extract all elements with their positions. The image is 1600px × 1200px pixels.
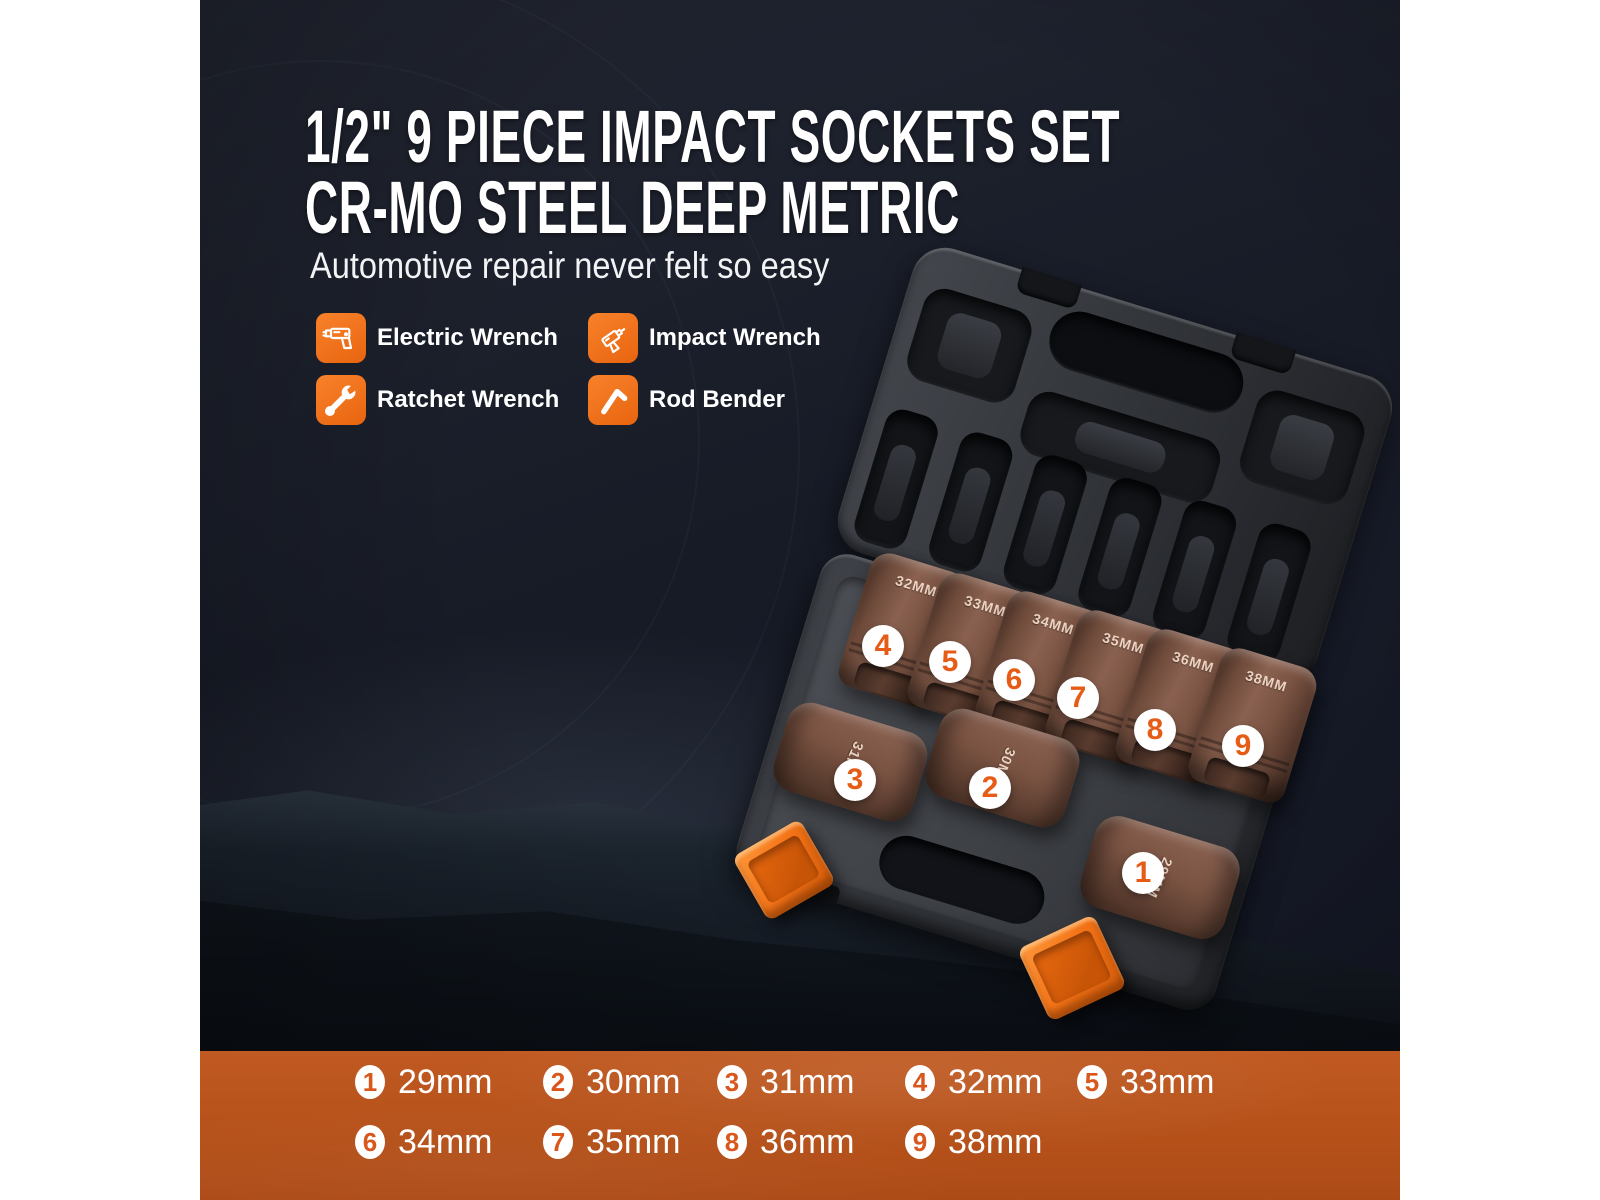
lid-socket-slot <box>924 428 1017 576</box>
size-number-badge: 1 <box>355 1065 385 1099</box>
socket-number-badge: 1 <box>1122 852 1164 894</box>
socket-number-badge: 3 <box>834 759 876 801</box>
lid-socket-slot <box>850 405 943 554</box>
feature-impact-wrench: Impact Wrench <box>588 313 821 363</box>
size-text: 33mm <box>1120 1063 1215 1101</box>
rod-bender-icon <box>588 375 638 425</box>
socket-number-badge: 5 <box>929 641 971 683</box>
size-text: 35mm <box>586 1123 681 1161</box>
feature-label: Rod Bender <box>649 386 786 413</box>
size-item: 7 35mm <box>543 1122 680 1162</box>
size-text: 31mm <box>760 1063 855 1101</box>
size-text: 36mm <box>760 1123 855 1161</box>
size-item: 2 30mm <box>543 1062 680 1102</box>
ratchet-wrench-icon <box>316 375 366 425</box>
size-item: 6 34mm <box>355 1122 492 1162</box>
lid-slot <box>901 283 1037 408</box>
size-legend-band: 1 29mm 2 30mm 3 31mm 4 32mm 5 33mm 6 34m… <box>200 1051 1400 1200</box>
lid-slot <box>1234 385 1370 510</box>
socket-number-badge: 7 <box>1057 677 1099 719</box>
socket-number-badge: 4 <box>862 625 904 667</box>
size-number-badge: 2 <box>543 1065 573 1099</box>
size-item: 1 29mm <box>355 1062 492 1102</box>
lid-socket-slot <box>1073 473 1166 622</box>
lid-notch <box>1015 266 1083 310</box>
size-number-badge: 7 <box>543 1125 573 1159</box>
size-text: 29mm <box>398 1063 493 1101</box>
feature-label: Electric Wrench <box>377 324 558 351</box>
size-text: 32mm <box>948 1063 1043 1101</box>
feature-electric-wrench: Electric Wrench <box>316 313 558 363</box>
size-number-badge: 3 <box>717 1065 747 1099</box>
feature-ratchet-wrench: Ratchet Wrench <box>316 375 559 425</box>
socket-number-badge: 9 <box>1222 725 1264 767</box>
socket-number-badge: 2 <box>969 767 1011 809</box>
lid-socket-slot <box>1223 519 1316 668</box>
size-number-badge: 9 <box>905 1125 935 1159</box>
size-text: 34mm <box>398 1123 493 1161</box>
size-text: 38mm <box>948 1123 1043 1161</box>
size-number-badge: 6 <box>355 1125 385 1159</box>
feature-label: Ratchet Wrench <box>377 386 560 413</box>
feature-rod-bender: Rod Bender <box>588 375 785 425</box>
size-item: 9 38mm <box>905 1122 1042 1162</box>
size-text: 30mm <box>586 1063 681 1101</box>
size-item: 8 36mm <box>717 1122 854 1162</box>
size-item: 3 31mm <box>717 1062 854 1102</box>
size-number-badge: 4 <box>905 1065 935 1099</box>
impact-wrench-icon <box>588 313 638 363</box>
size-item: 5 33mm <box>1077 1062 1214 1102</box>
size-number-badge: 8 <box>717 1125 747 1159</box>
lid-socket-slot <box>999 450 1092 599</box>
subtitle: Automotive repair never felt so easy <box>310 245 830 286</box>
socket-number-badge: 6 <box>993 659 1035 701</box>
product-poster: 1/2" 9 PIECE IMPACT SOCKETS SET CR-MO ST… <box>200 0 1400 1200</box>
feature-label: Impact Wrench <box>649 324 821 351</box>
size-item: 4 32mm <box>905 1062 1042 1102</box>
size-number-badge: 5 <box>1077 1065 1107 1099</box>
title-line2: CR-MO STEEL DEEP METRIC <box>305 166 960 249</box>
lid-socket-slot <box>1148 496 1241 645</box>
electric-wrench-icon <box>316 313 366 363</box>
title-line1: 1/2" 9 PIECE IMPACT SOCKETS SET <box>305 95 1121 178</box>
socket-number-badge: 8 <box>1134 709 1176 751</box>
